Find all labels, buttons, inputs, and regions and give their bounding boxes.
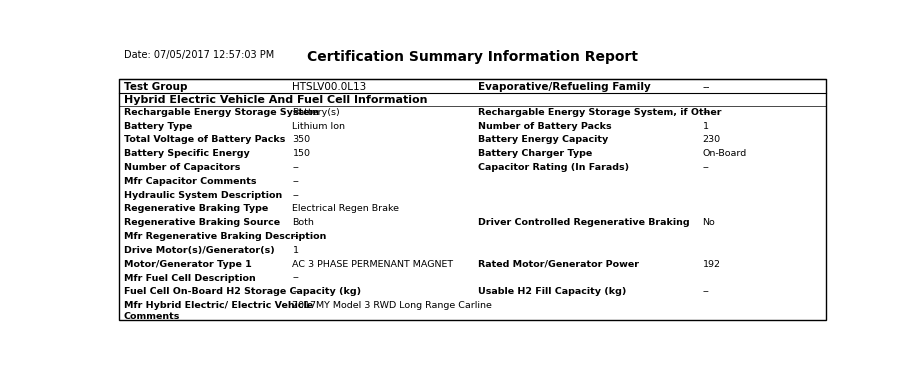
Text: Number of Capacitors: Number of Capacitors [124, 163, 241, 172]
Text: Rechargable Energy Storage System: Rechargable Energy Storage System [124, 108, 319, 117]
Text: --: -- [703, 82, 710, 92]
Text: Mfr Hybrid Electric/ Electric Vehicle
Comments: Mfr Hybrid Electric/ Electric Vehicle Co… [124, 301, 313, 321]
Text: --: -- [292, 163, 300, 172]
Text: 150: 150 [292, 149, 311, 158]
Text: Certification Summary Information Report: Certification Summary Information Report [307, 50, 638, 64]
Text: Mfr Regenerative Braking Description: Mfr Regenerative Braking Description [124, 232, 326, 241]
Text: AC 3 PHASE PERMENANT MAGNET: AC 3 PHASE PERMENANT MAGNET [292, 260, 454, 269]
Text: --: -- [703, 108, 709, 117]
Text: Battery Charger Type: Battery Charger Type [479, 149, 593, 158]
Text: --: -- [292, 287, 300, 296]
Text: Electrical Regen Brake: Electrical Regen Brake [292, 205, 399, 213]
Text: Usable H2 Fill Capacity (kg): Usable H2 Fill Capacity (kg) [479, 287, 627, 296]
Text: --: -- [703, 287, 709, 296]
Text: Lithium Ion: Lithium Ion [292, 122, 346, 131]
Text: 350: 350 [292, 135, 311, 145]
Text: Battery(s): Battery(s) [292, 108, 340, 117]
Text: 1: 1 [292, 246, 299, 255]
Text: 230: 230 [703, 135, 721, 145]
Text: Hydraulic System Description: Hydraulic System Description [124, 191, 282, 200]
Text: HTSLV00.0L13: HTSLV00.0L13 [292, 82, 367, 92]
Text: Date: 07/05/2017 12:57:03 PM: Date: 07/05/2017 12:57:03 PM [124, 50, 274, 60]
Text: Both: Both [292, 218, 314, 227]
Text: --: -- [292, 232, 300, 241]
Text: Regenerative Braking Type: Regenerative Braking Type [124, 205, 268, 213]
Text: 2017MY Model 3 RWD Long Range Carline: 2017MY Model 3 RWD Long Range Carline [292, 301, 492, 310]
Text: Total Voltage of Battery Packs: Total Voltage of Battery Packs [124, 135, 285, 145]
Text: Mfr Fuel Cell Description: Mfr Fuel Cell Description [124, 273, 255, 283]
Text: Battery Energy Capacity: Battery Energy Capacity [479, 135, 609, 145]
Text: --: -- [292, 273, 300, 283]
Text: Rechargable Energy Storage System, if Other: Rechargable Energy Storage System, if Ot… [479, 108, 722, 117]
Text: Hybrid Electric Vehicle And Fuel Cell Information: Hybrid Electric Vehicle And Fuel Cell In… [124, 95, 427, 105]
Bar [119, 79, 826, 320]
Text: --: -- [703, 163, 709, 172]
Text: Evaporative/Refueling Family: Evaporative/Refueling Family [479, 82, 651, 92]
Text: Number of Battery Packs: Number of Battery Packs [479, 122, 612, 131]
Text: Battery Specific Energy: Battery Specific Energy [124, 149, 250, 158]
Text: No: No [703, 218, 715, 227]
Text: Regenerative Braking Source: Regenerative Braking Source [124, 218, 280, 227]
Text: 192: 192 [703, 260, 721, 269]
Text: Mfr Capacitor Comments: Mfr Capacitor Comments [124, 177, 256, 186]
Text: Battery Type: Battery Type [124, 122, 192, 131]
Text: On-Board: On-Board [703, 149, 747, 158]
Text: 1: 1 [703, 122, 709, 131]
Text: Capacitor Rating (In Farads): Capacitor Rating (In Farads) [479, 163, 630, 172]
Text: Test Group: Test Group [124, 82, 187, 92]
Text: Driver Controlled Regenerative Braking: Driver Controlled Regenerative Braking [479, 218, 690, 227]
Text: Drive Motor(s)/Generator(s): Drive Motor(s)/Generator(s) [124, 246, 275, 255]
Text: Fuel Cell On-Board H2 Storage Capacity (kg): Fuel Cell On-Board H2 Storage Capacity (… [124, 287, 361, 296]
Text: Motor/Generator Type 1: Motor/Generator Type 1 [124, 260, 252, 269]
Text: --: -- [292, 191, 300, 200]
Text: --: -- [292, 177, 300, 186]
Text: Rated Motor/Generator Power: Rated Motor/Generator Power [479, 260, 639, 269]
